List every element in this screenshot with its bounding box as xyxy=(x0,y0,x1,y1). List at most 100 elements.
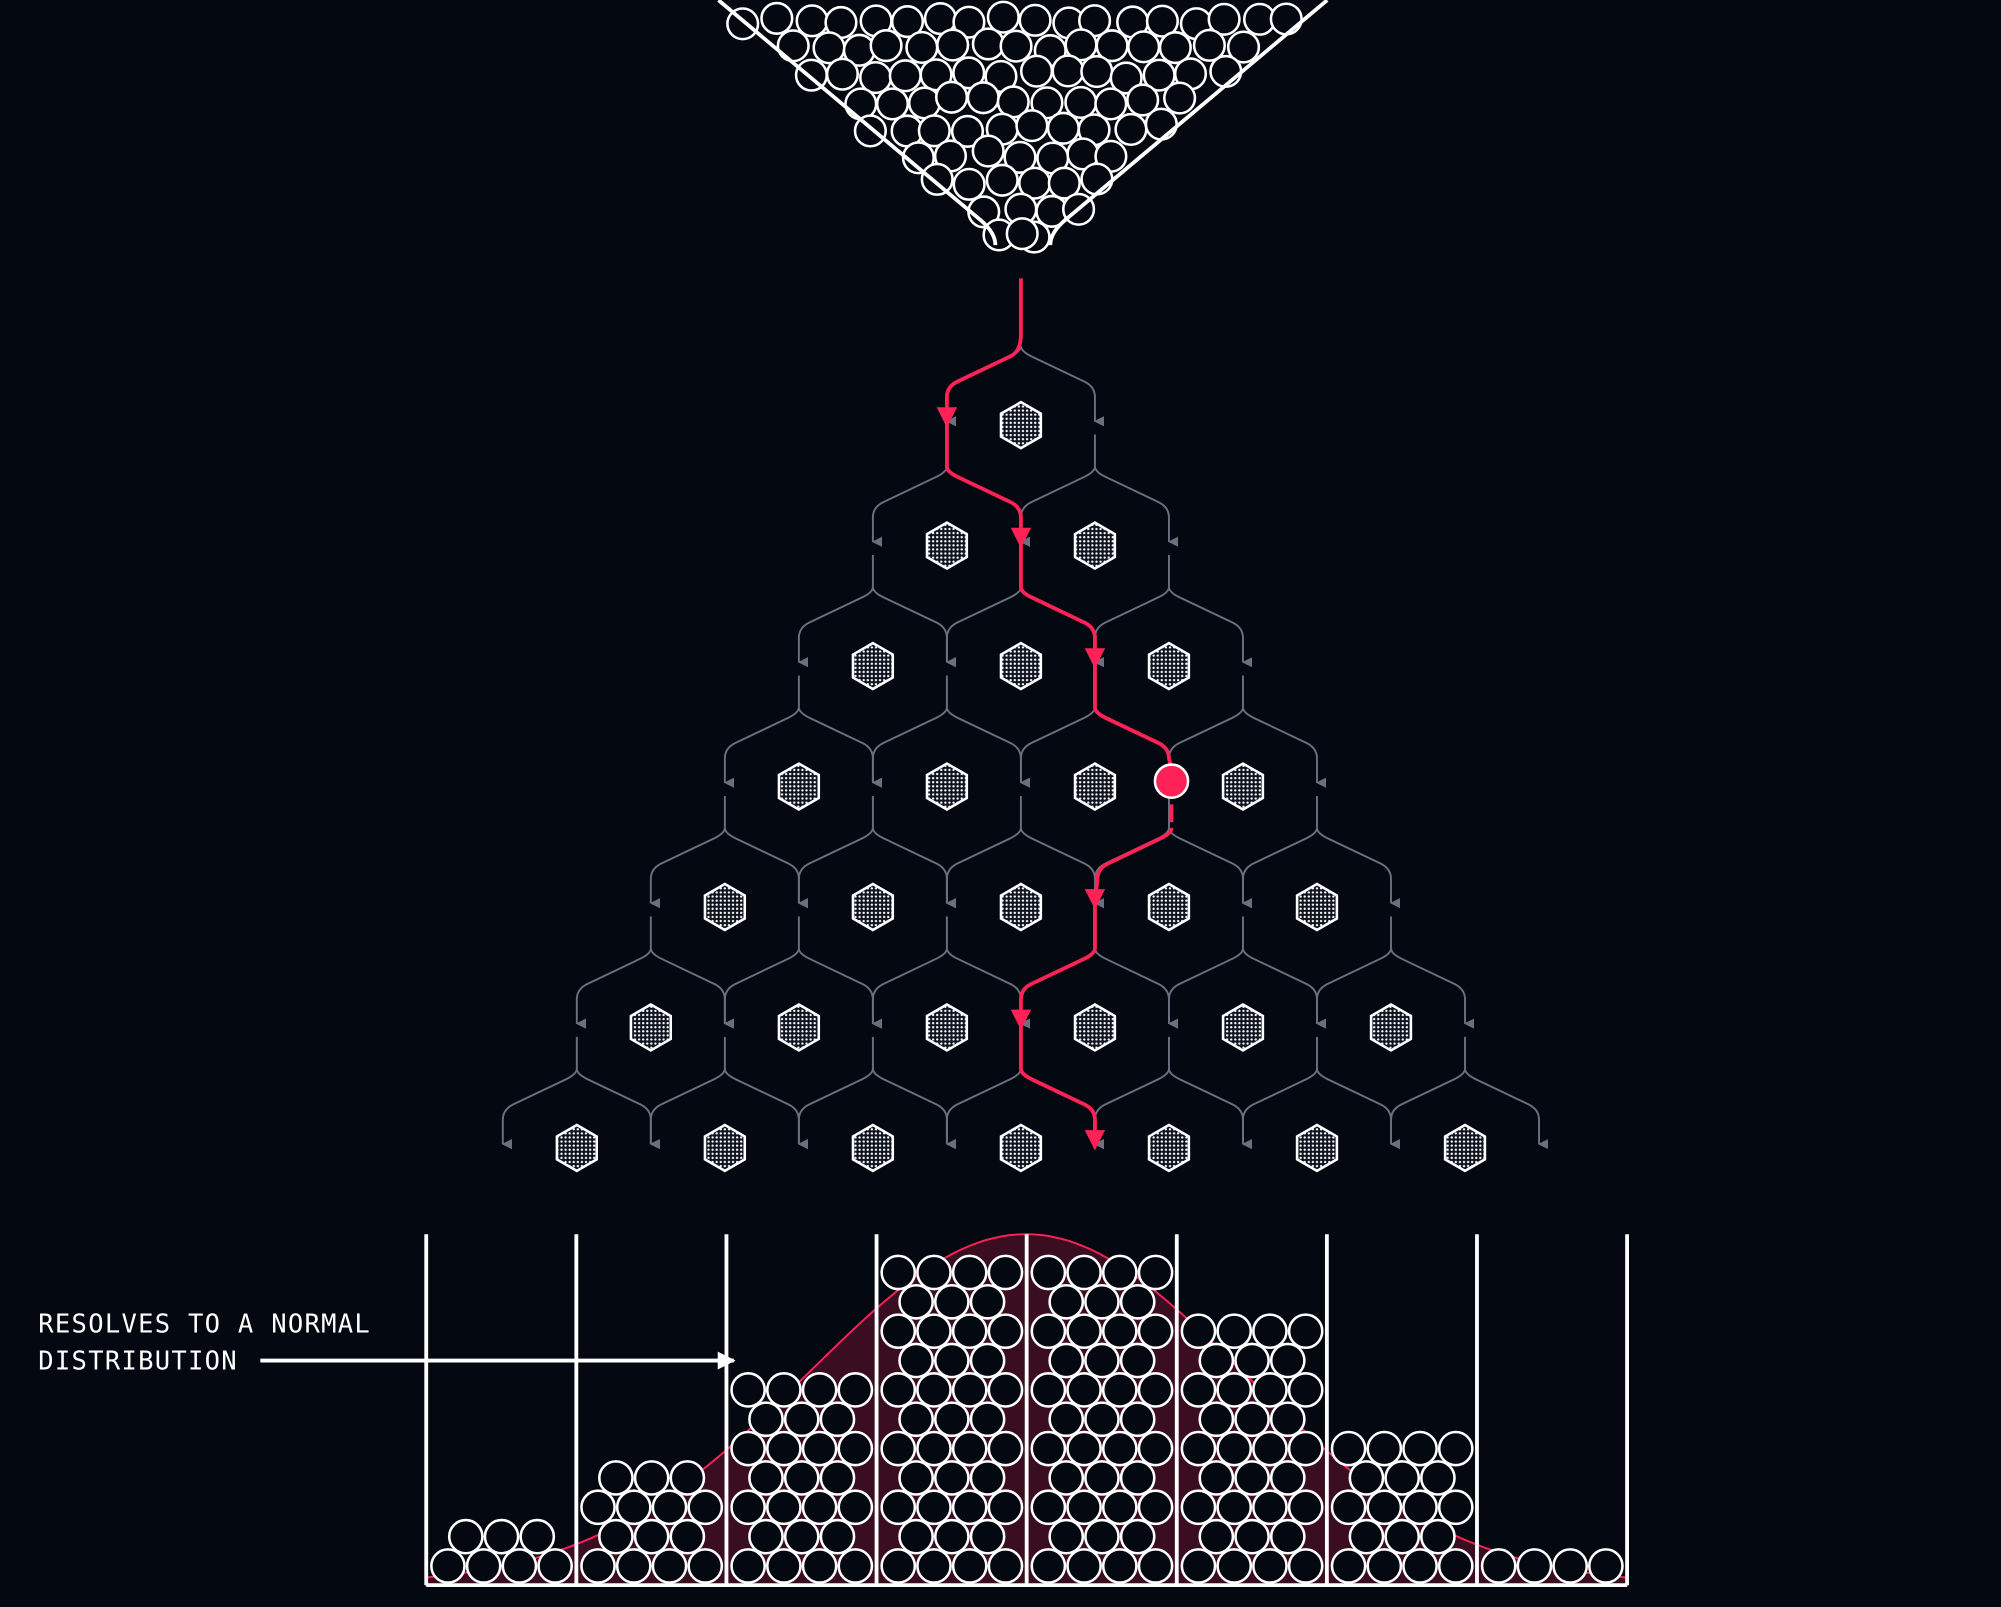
ball xyxy=(801,1548,838,1584)
path-arrow xyxy=(1084,648,1106,669)
branch xyxy=(1315,948,1392,1029)
branch xyxy=(1390,948,1475,1029)
bins xyxy=(424,407,1630,1588)
path-arrow xyxy=(1010,1009,1032,1031)
ball xyxy=(916,1489,952,1526)
ball xyxy=(1084,1518,1120,1555)
ball xyxy=(483,1518,520,1555)
ball xyxy=(748,1401,784,1438)
ball xyxy=(1516,1548,1553,1584)
peg xyxy=(1073,521,1117,571)
ball xyxy=(1234,1401,1270,1438)
ball xyxy=(987,1548,1024,1584)
ball xyxy=(969,1342,1006,1379)
ball xyxy=(633,1518,670,1555)
ball xyxy=(1330,1489,1367,1526)
peg xyxy=(1073,1003,1117,1052)
ball xyxy=(1180,1489,1217,1526)
ball xyxy=(1216,1489,1253,1526)
branch xyxy=(575,948,652,1029)
ball xyxy=(987,1372,1024,1408)
peg xyxy=(703,1123,747,1173)
ball xyxy=(933,1401,970,1438)
ball xyxy=(687,1489,724,1526)
ball xyxy=(905,30,939,65)
ball xyxy=(783,1518,820,1555)
branch xyxy=(945,586,1022,668)
ball xyxy=(730,1372,767,1408)
ball xyxy=(766,1430,802,1467)
ball xyxy=(933,1342,970,1379)
ball xyxy=(1420,1460,1456,1496)
ball xyxy=(651,1548,688,1584)
branch xyxy=(649,1068,726,1150)
branch xyxy=(649,827,726,909)
ball xyxy=(1051,54,1085,88)
ball xyxy=(801,1489,838,1526)
ball xyxy=(1137,1254,1174,1291)
ball xyxy=(615,1548,652,1584)
ball xyxy=(748,1460,784,1496)
ball xyxy=(1048,1342,1085,1379)
peg xyxy=(1295,882,1339,932)
ball xyxy=(880,1430,917,1467)
ball xyxy=(1066,1254,1102,1291)
ball xyxy=(919,58,953,92)
ball xyxy=(1019,54,1054,88)
ball xyxy=(999,29,1033,63)
ball xyxy=(1234,1518,1270,1555)
ball xyxy=(951,1313,988,1350)
ball xyxy=(766,1548,802,1584)
ball xyxy=(598,1460,634,1496)
ball xyxy=(916,1430,952,1467)
ball xyxy=(1269,1401,1306,1438)
ball xyxy=(1216,1430,1253,1467)
peg xyxy=(925,762,969,811)
ball xyxy=(501,1548,538,1584)
branches xyxy=(501,345,1549,1150)
peg xyxy=(999,882,1043,932)
ball xyxy=(1287,1313,1324,1350)
ball xyxy=(969,1460,1006,1496)
ball xyxy=(1048,1518,1085,1555)
ball xyxy=(730,1489,767,1526)
ball xyxy=(430,1548,466,1584)
peg xyxy=(1221,1003,1265,1052)
ball xyxy=(825,57,859,91)
ball xyxy=(1119,1518,1156,1555)
peg xyxy=(777,1003,821,1052)
ball xyxy=(760,1,794,35)
ball xyxy=(819,1460,856,1496)
ball xyxy=(880,1254,917,1291)
ball xyxy=(1101,1489,1138,1526)
ball xyxy=(1252,1313,1288,1350)
ball xyxy=(1287,1489,1324,1526)
ball xyxy=(1109,61,1143,95)
branch xyxy=(1316,827,1401,909)
branch xyxy=(723,948,800,1029)
ball xyxy=(1030,1430,1067,1467)
branch xyxy=(1167,948,1244,1029)
ball xyxy=(898,1342,934,1379)
ball xyxy=(987,1430,1024,1467)
branch xyxy=(1241,1068,1318,1150)
ball xyxy=(580,1489,616,1526)
ball xyxy=(1437,1548,1474,1584)
ball xyxy=(783,1401,820,1438)
ball xyxy=(687,1548,724,1584)
peg xyxy=(703,882,747,932)
ball xyxy=(1030,86,1064,120)
ball xyxy=(1226,30,1261,64)
ball xyxy=(1269,2,1303,36)
ball xyxy=(1066,1489,1102,1526)
ball xyxy=(1101,1372,1138,1408)
ball xyxy=(730,1548,767,1584)
ball xyxy=(1030,1372,1067,1408)
ball xyxy=(969,1283,1006,1320)
ball xyxy=(819,1401,856,1438)
ball xyxy=(1216,1313,1253,1350)
branch xyxy=(1019,707,1096,788)
ball xyxy=(819,1518,856,1555)
ball xyxy=(952,56,986,90)
branch xyxy=(871,707,948,788)
